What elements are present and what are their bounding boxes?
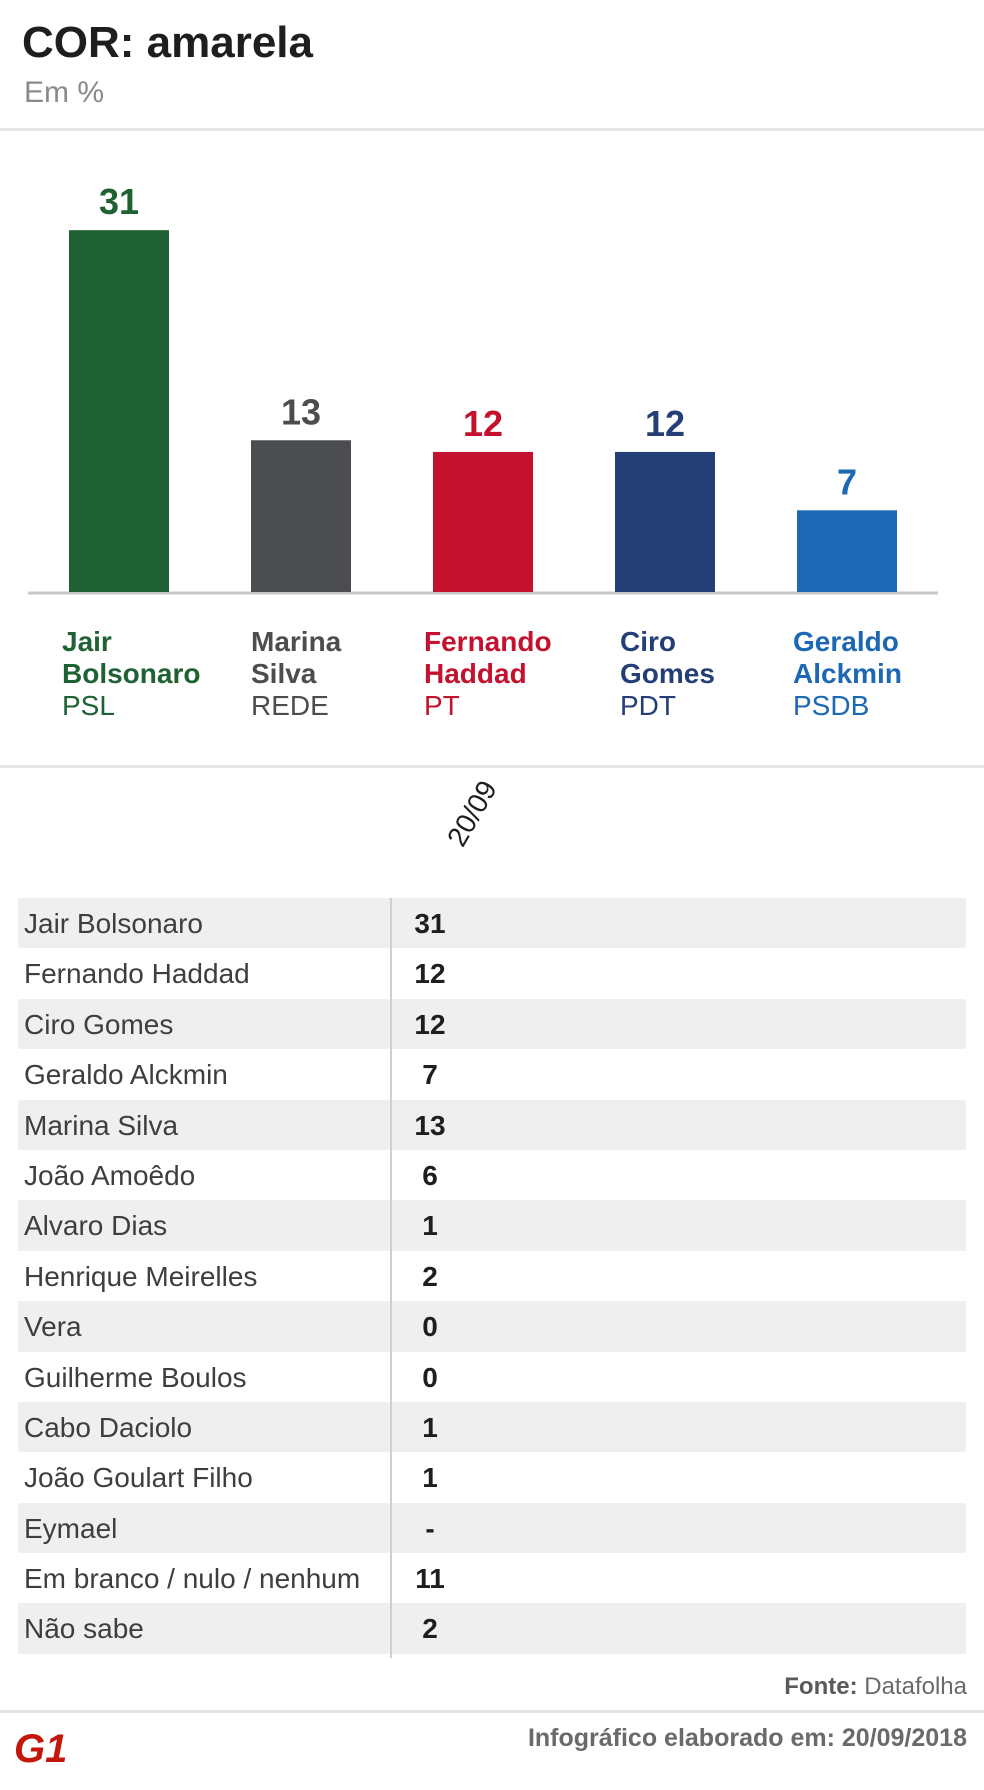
candidate-label-alckmin: Geraldo Alckmin PSDB [793, 626, 902, 722]
candidate-label-ciro: Ciro Gomes PDT [620, 626, 715, 722]
candidate-name-line1: Marina [251, 626, 342, 657]
table-row: Marina Silva 13 [18, 1099, 966, 1150]
source-credit: Fonte: Datafolha [784, 1673, 967, 1701]
infographic-date-note: Infográfico elaborado em: 20/09/2018 [527, 1724, 967, 1752]
row-value: - [425, 1512, 435, 1544]
table-row: Jair Bolsonaro 31 [18, 898, 966, 949]
bar-value-label: 7 [837, 461, 857, 502]
row-value: 12 [414, 1008, 446, 1040]
row-value: 1 [422, 1210, 438, 1242]
row-value: 0 [422, 1311, 438, 1343]
row-name: Guilherme Boulos [24, 1361, 247, 1393]
row-name: Jair Bolsonaro [24, 908, 203, 939]
row-name: Vera [24, 1311, 82, 1343]
candidate-name-line1: Fernando [424, 626, 552, 657]
row-name: Ciro Gomes [24, 1008, 174, 1040]
row-value: 11 [415, 1563, 445, 1595]
table-row: Alvaro Dias 1 [18, 1200, 966, 1251]
g1-logo-text: G1 [14, 1727, 67, 1768]
table-row: Eymael - [18, 1502, 966, 1554]
row-name: Geraldo Alckmin [24, 1059, 228, 1091]
bar [69, 230, 169, 592]
row-value: 12 [414, 958, 446, 990]
bar-chart: 31 13 12 12 7 [28, 181, 938, 595]
table-row: João Goulart Filho 1 [18, 1452, 966, 1502]
row-name: João Amoêdo [24, 1159, 196, 1191]
row-name: Em branco / nulo / nenhum [24, 1563, 361, 1595]
row-name: Henrique Meirelles [24, 1260, 258, 1292]
table-row: Fernando Haddad 12 [18, 948, 966, 998]
row-value: 1 [422, 1462, 438, 1494]
candidate-label-haddad: Fernando Haddad PT [424, 626, 552, 722]
source-value: Datafolha [864, 1673, 967, 1700]
row-name: Alvaro Dias [24, 1210, 168, 1242]
table-row: Vera 0 [18, 1301, 966, 1352]
candidate-label-marina: Marina Silva REDE [251, 626, 341, 722]
candidate-party: PSDB [793, 690, 870, 721]
table-row: Em branco / nulo / nenhum 11 [18, 1553, 966, 1603]
table-row: Geraldo Alckmin 7 [18, 1049, 966, 1099]
bar [251, 440, 351, 592]
g1-logo: G1 [14, 1727, 67, 1768]
bar [433, 451, 533, 592]
table-row: Não sabe 2 [18, 1603, 966, 1654]
candidate-name-line1: Jair [62, 626, 112, 657]
candidate-name-line2: Silva [251, 658, 317, 689]
divider [0, 765, 984, 768]
table-row: Ciro Gomes 12 [18, 998, 966, 1050]
row-value: 6 [422, 1159, 438, 1191]
candidate-label-bolsonaro: Jair Bolsonaro PSL [62, 626, 200, 722]
candidate-name-line2: Alckmin [793, 658, 902, 689]
bar-value-label: 13 [281, 391, 321, 432]
row-value: 2 [422, 1613, 438, 1645]
table-row: João Amoêdo 6 [18, 1150, 966, 1200]
divider [0, 128, 984, 131]
candidate-name-line2: Bolsonaro [62, 658, 201, 689]
results-table: Jair Bolsonaro 31 Fernando Haddad 12 Ciro Go… [18, 898, 966, 1654]
table-row: Cabo Daciolo 1 [18, 1401, 966, 1453]
bar-value-label: 12 [645, 403, 685, 444]
page-subtitle: Em % [24, 76, 105, 109]
row-name: Não sabe [24, 1613, 144, 1645]
row-name: Cabo Daciolo [24, 1411, 193, 1443]
candidate-party: PDT [620, 690, 676, 721]
row-value: 1 [422, 1411, 438, 1443]
candidate-party: PT [424, 690, 460, 721]
table-row: Henrique Meirelles 2 [18, 1251, 966, 1301]
row-name: Eymael [24, 1512, 118, 1544]
candidate-name-line1: Geraldo [793, 626, 899, 657]
candidate-party: REDE [251, 690, 329, 721]
row-value: 7 [422, 1059, 438, 1091]
candidate-name-line1: Ciro [620, 626, 676, 657]
page-title: COR: amarela [22, 18, 314, 67]
bar-value-label: 31 [99, 181, 139, 222]
bar-value-label: 12 [463, 403, 503, 444]
table-divider [390, 898, 392, 1658]
candidate-name-line2: Haddad [424, 658, 527, 689]
divider [0, 1710, 984, 1713]
bar [797, 510, 897, 592]
table-column-header: 20/09 [441, 775, 503, 852]
row-name: João Goulart Filho [24, 1462, 253, 1494]
row-value: 31 [414, 908, 446, 939]
table-row: Guilherme Boulos 0 [18, 1352, 966, 1402]
row-name: Marina Silva [24, 1109, 179, 1141]
source-label: Fonte: [784, 1673, 858, 1700]
row-name: Fernando Haddad [24, 958, 250, 990]
row-value: 2 [422, 1260, 438, 1292]
candidate-party: PSL [62, 690, 115, 721]
row-value: 13 [414, 1109, 446, 1141]
row-value: 0 [422, 1361, 438, 1393]
candidate-name-line2: Gomes [620, 658, 715, 689]
bar [615, 451, 715, 592]
